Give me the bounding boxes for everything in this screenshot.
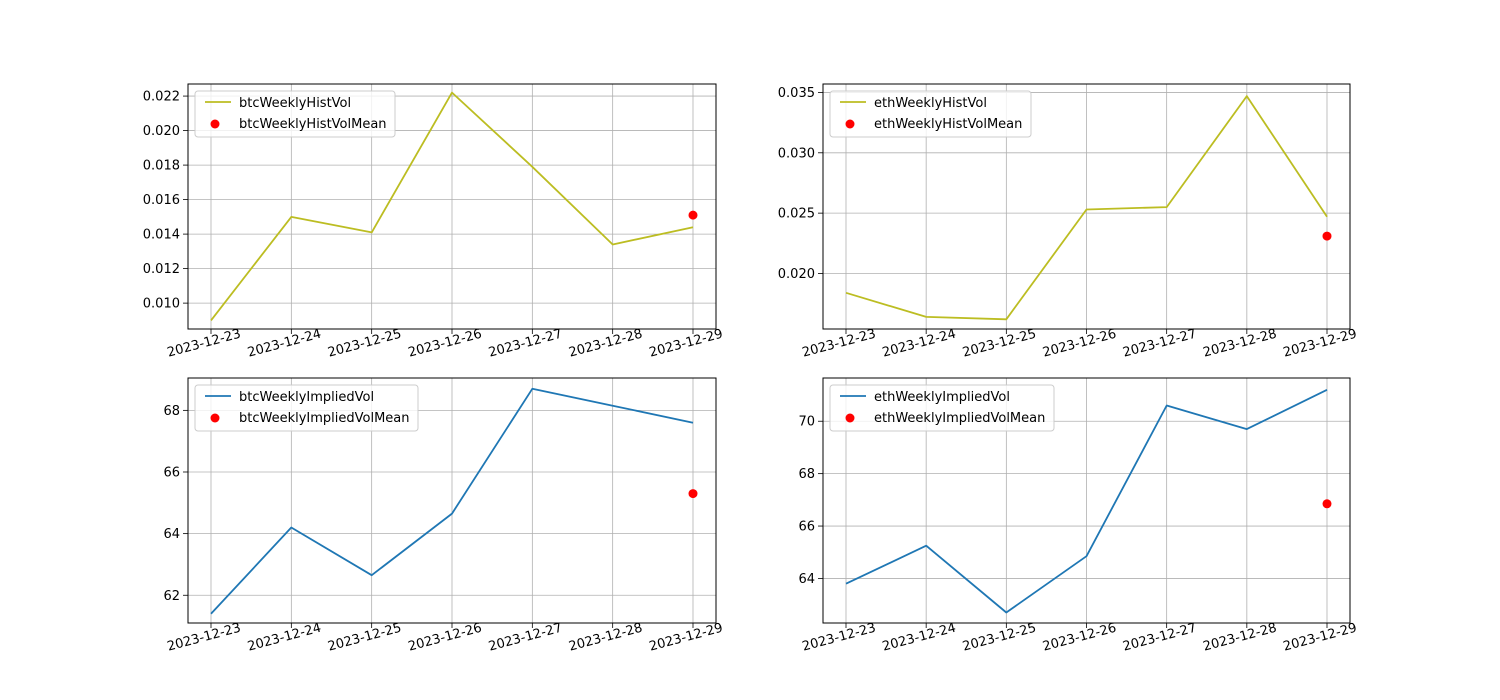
legend-label: ethWeeklyHistVol bbox=[874, 96, 987, 111]
legend-swatch-marker bbox=[210, 413, 220, 423]
y-tick-label: 68 bbox=[163, 404, 180, 419]
x-tick-label: 2023-12-25 bbox=[326, 327, 403, 361]
y-tick-label: 0.030 bbox=[778, 146, 815, 161]
x-tick-label: 2023-12-24 bbox=[246, 621, 323, 655]
y-tick-label: 0.014 bbox=[143, 228, 180, 243]
chart-panel-0: 2023-12-23 2023-12-24 2023-12-25 2023-12-26… bbox=[143, 83, 725, 361]
x-tick-label: 2023-12-25 bbox=[961, 327, 1038, 361]
axes-frame bbox=[822, 83, 1351, 330]
y-tick-label: 0.012 bbox=[143, 262, 180, 277]
x-tick-label: 2023-12-28 bbox=[567, 327, 644, 361]
x-tick-label: 2023-12-24 bbox=[881, 327, 958, 361]
x-tick-label: 2023-12-26 bbox=[1041, 621, 1118, 655]
legend-label: ethWeeklyImpliedVolMean bbox=[874, 411, 1045, 426]
legend-label: btcWeeklyImpliedVol bbox=[239, 390, 374, 405]
y-tick-label: 0.022 bbox=[143, 90, 180, 105]
x-tick-label: 2023-12-26 bbox=[1041, 327, 1118, 361]
y-tick-label: 70 bbox=[798, 415, 815, 430]
legend bbox=[829, 90, 1032, 138]
y-tick-label: 66 bbox=[163, 465, 180, 480]
legend-swatch-marker bbox=[845, 119, 855, 129]
y-tick-label: 0.035 bbox=[778, 86, 815, 101]
x-tick-label: 2023-12-24 bbox=[881, 621, 958, 655]
series-line-ethWeeklyHistVol bbox=[845, 95, 1328, 321]
series-line-btcWeeklyImpliedVol bbox=[210, 387, 694, 615]
y-tick-label: 0.018 bbox=[143, 159, 180, 174]
x-tick-label: 2023-12-29 bbox=[648, 621, 725, 655]
legend-label: btcWeeklyHistVolMean bbox=[239, 117, 387, 132]
axes-frame bbox=[187, 83, 717, 330]
y-tick-label: 0.020 bbox=[143, 124, 180, 139]
x-tick-label: 2023-12-25 bbox=[326, 621, 403, 655]
x-tick-label: 2023-12-29 bbox=[1282, 327, 1359, 361]
axes-frame bbox=[187, 377, 717, 624]
chart-panel-3: 2023-12-23 2023-12-24 2023-12-25 2023-12-26… bbox=[798, 377, 1359, 655]
series-line-btcWeeklyHistVol bbox=[210, 91, 694, 321]
axes-frame bbox=[822, 377, 1351, 624]
legend bbox=[194, 90, 396, 138]
y-tick-label: 66 bbox=[798, 520, 815, 535]
x-tick-label: 2023-12-29 bbox=[648, 327, 725, 361]
legend-label: ethWeeklyImpliedVol bbox=[874, 390, 1010, 405]
x-tick-label: 2023-12-27 bbox=[1121, 621, 1198, 655]
x-tick-label: 2023-12-26 bbox=[407, 621, 484, 655]
scatter-point-btcWeeklyImpliedVolMean bbox=[688, 489, 698, 499]
x-tick-label: 2023-12-23 bbox=[166, 621, 243, 655]
chart-panel-2: 2023-12-23 2023-12-24 2023-12-25 2023-12-26… bbox=[163, 377, 725, 655]
scatter-point-btcWeeklyHistVolMean bbox=[688, 210, 698, 220]
x-tick-label: 2023-12-28 bbox=[567, 621, 644, 655]
y-tick-label: 64 bbox=[163, 527, 180, 542]
legend bbox=[194, 384, 419, 432]
x-tick-label: 2023-12-28 bbox=[1201, 621, 1278, 655]
y-tick-label: 0.020 bbox=[778, 267, 815, 282]
legend-label: btcWeeklyHistVol bbox=[239, 96, 351, 111]
legend-swatch-marker bbox=[210, 119, 220, 129]
x-tick-label: 2023-12-26 bbox=[407, 327, 484, 361]
legend-label: btcWeeklyImpliedVolMean bbox=[239, 411, 410, 426]
y-tick-label: 62 bbox=[163, 589, 180, 604]
x-tick-label: 2023-12-29 bbox=[1282, 621, 1359, 655]
series-line-ethWeeklyImpliedVol bbox=[845, 388, 1328, 614]
x-tick-label: 2023-12-27 bbox=[487, 327, 564, 361]
x-tick-label: 2023-12-25 bbox=[961, 621, 1038, 655]
y-tick-label: 0.016 bbox=[143, 193, 180, 208]
x-tick-label: 2023-12-28 bbox=[1201, 327, 1278, 361]
scatter-point-ethWeeklyImpliedVolMean bbox=[1322, 499, 1332, 509]
y-tick-label: 68 bbox=[798, 467, 815, 482]
chart-panel-1: 2023-12-23 2023-12-24 2023-12-25 2023-12-26… bbox=[778, 83, 1359, 361]
legend-label: ethWeeklyHistVolMean bbox=[874, 117, 1022, 132]
scatter-point-ethWeeklyHistVolMean bbox=[1322, 231, 1332, 241]
x-tick-label: 2023-12-27 bbox=[1121, 327, 1198, 361]
x-tick-label: 2023-12-27 bbox=[487, 621, 564, 655]
x-tick-label: 2023-12-23 bbox=[801, 621, 878, 655]
x-tick-label: 2023-12-23 bbox=[166, 327, 243, 361]
y-tick-label: 0.025 bbox=[778, 207, 815, 222]
y-tick-label: 64 bbox=[798, 572, 815, 587]
x-tick-label: 2023-12-24 bbox=[246, 327, 323, 361]
x-tick-label: 2023-12-23 bbox=[801, 327, 878, 361]
y-tick-label: 0.010 bbox=[143, 297, 180, 312]
legend-swatch-marker bbox=[845, 413, 855, 423]
legend bbox=[829, 384, 1055, 432]
